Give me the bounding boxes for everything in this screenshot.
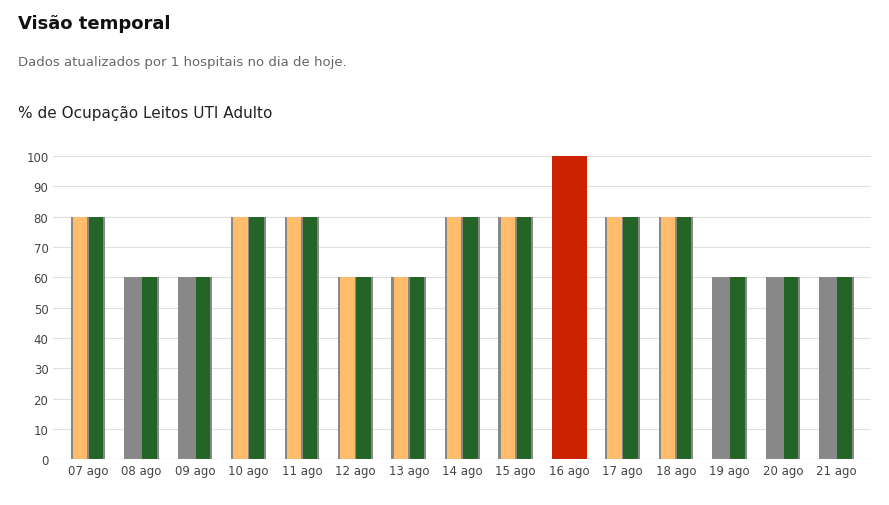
Text: Visão temporal: Visão temporal bbox=[18, 15, 171, 33]
Bar bbox=[552, 157, 587, 460]
Bar bbox=[501, 217, 515, 460]
Bar bbox=[517, 217, 531, 460]
Bar bbox=[394, 278, 408, 460]
Bar bbox=[391, 278, 426, 460]
Bar bbox=[196, 278, 210, 460]
Bar bbox=[623, 217, 638, 460]
Bar bbox=[499, 217, 533, 460]
Bar bbox=[410, 278, 424, 460]
Bar bbox=[89, 217, 103, 460]
Bar bbox=[124, 278, 159, 460]
Bar bbox=[249, 217, 264, 460]
Bar bbox=[233, 217, 248, 460]
Bar bbox=[444, 217, 480, 460]
Text: Dados atualizados por 1 hospitais no dia de hoje.: Dados atualizados por 1 hospitais no dia… bbox=[18, 56, 347, 69]
Bar bbox=[607, 217, 621, 460]
Bar bbox=[731, 278, 745, 460]
Bar bbox=[356, 278, 371, 460]
Text: % de Ocupação Leitos UTI Adulto: % de Ocupação Leitos UTI Adulto bbox=[18, 106, 272, 121]
Bar bbox=[73, 217, 87, 460]
Bar bbox=[284, 217, 319, 460]
Bar bbox=[661, 217, 676, 460]
Bar bbox=[338, 278, 372, 460]
Bar bbox=[303, 217, 317, 460]
Bar bbox=[142, 278, 156, 460]
Bar bbox=[677, 217, 692, 460]
Bar bbox=[765, 278, 800, 460]
Bar bbox=[659, 217, 693, 460]
Bar bbox=[463, 217, 477, 460]
Bar bbox=[71, 217, 106, 460]
Bar bbox=[447, 217, 461, 460]
Bar bbox=[605, 217, 640, 460]
Bar bbox=[231, 217, 266, 460]
Bar bbox=[819, 278, 853, 460]
Bar bbox=[712, 278, 747, 460]
Bar bbox=[340, 278, 355, 460]
Bar bbox=[784, 278, 798, 460]
Bar bbox=[837, 278, 852, 460]
Bar bbox=[286, 217, 301, 460]
Bar bbox=[178, 278, 212, 460]
